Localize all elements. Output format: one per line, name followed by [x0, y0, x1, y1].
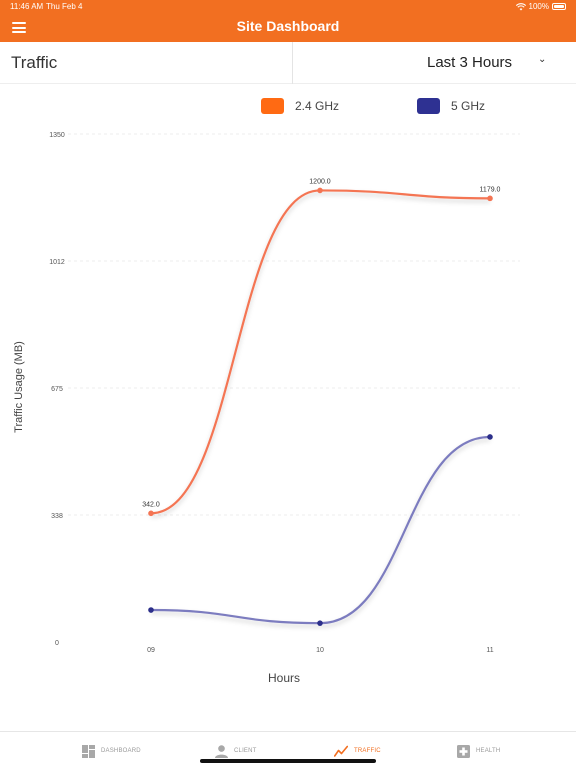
health-plus-icon: [457, 744, 470, 758]
series-24ghz-point[interactable]: [317, 187, 323, 194]
series-5ghz-point[interactable]: [487, 434, 493, 440]
x-axis-title: Hours: [268, 671, 300, 685]
home-indicator: [200, 759, 376, 763]
chart-plot: 0 338 675 1012 1350 09 10 11 Traffic Usage (MB) H…: [13, 132, 520, 685]
x-tick-label: 10: [316, 647, 324, 654]
section-title: Traffic: [11, 53, 58, 72]
tab-traffic[interactable]: TRAFFIC: [334, 736, 381, 766]
time-range-value: Last 3 Hours: [427, 54, 513, 71]
data-label: 342.0: [142, 501, 160, 508]
tab-client[interactable]: CLIENT: [215, 736, 257, 766]
status-bar: 11:46 AM Thu Feb 4 100%: [0, 0, 576, 13]
tab-traffic-label: TRAFFIC: [354, 748, 381, 754]
status-time: 11:46 AM: [10, 2, 44, 11]
bottom-tab-bar: DASHBOARD CLIENT TRAFFIC HEALTH: [0, 731, 576, 768]
data-label: 1200.0: [309, 178, 331, 185]
legend-label-24ghz: 2.4 GHz: [295, 99, 340, 113]
tab-health-label: HEALTH: [476, 748, 501, 754]
data-label: 1179.0: [480, 186, 501, 193]
header-divider: [292, 42, 293, 84]
user-icon: [215, 744, 228, 758]
battery-icon: [552, 3, 566, 10]
x-tick-label: 11: [486, 647, 493, 654]
tab-client-label: CLIENT: [234, 748, 257, 754]
time-range-dropdown[interactable]: Last 3 Hours ⌄: [293, 42, 576, 84]
chevron-down-icon: ⌄: [538, 54, 547, 65]
y-tick-label: 0: [55, 640, 59, 647]
series-5ghz-point[interactable]: [317, 620, 323, 626]
page-title: Site Dashboard: [236, 18, 340, 34]
y-tick-label: 1012: [49, 259, 65, 266]
series-5ghz-line: [150, 435, 491, 625]
legend-label-5ghz: 5 GHz: [451, 99, 486, 113]
y-tick-label: 1350: [49, 132, 65, 139]
wifi-icon: [515, 2, 526, 10]
trend-icon: [334, 745, 348, 757]
status-date: Thu Feb 4: [46, 2, 83, 11]
series-5ghz-point[interactable]: [148, 607, 154, 613]
nav-bar: Site Dashboard: [0, 13, 576, 42]
traffic-header: Traffic Last 3 Hours ⌄: [0, 42, 576, 84]
tab-health[interactable]: HEALTH: [457, 736, 500, 766]
tab-dashboard-label: DASHBOARD: [101, 748, 141, 754]
dashboard-icon: [82, 744, 95, 758]
y-tick-label: 675: [51, 386, 63, 393]
battery-percent: 100%: [528, 2, 549, 11]
status-right: 100%: [515, 2, 566, 11]
y-axis-title: Traffic Usage (MB): [13, 341, 25, 433]
y-tick-label: 338: [51, 513, 63, 520]
legend-item-24ghz[interactable]: 2.4 GHz: [261, 97, 339, 115]
tab-dashboard[interactable]: DASHBOARD: [82, 736, 141, 766]
series-24ghz-point[interactable]: [148, 510, 154, 517]
x-tick-label: 09: [147, 647, 155, 654]
menu-button[interactable]: [12, 22, 26, 33]
legend-swatch-5ghz: [417, 98, 440, 114]
legend-swatch-24ghz: [261, 98, 284, 114]
traffic-chart: 2.4 GHz 5 GHz 0 338 675 1012 1350 09 10 11 Traff…: [0, 85, 576, 730]
series-24ghz-line: [150, 189, 491, 515]
legend-item-5ghz[interactable]: 5 GHz: [417, 97, 485, 115]
menu-icon: [12, 22, 26, 24]
series-24ghz-point[interactable]: [487, 195, 493, 202]
